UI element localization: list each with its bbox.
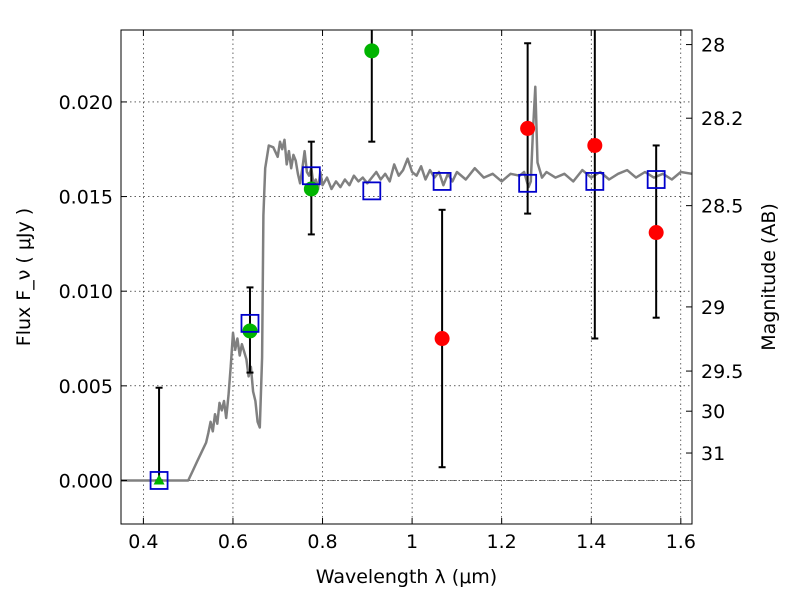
tick-layer: 0.4 0.6 0.8 1 1.2 1.4 1.6 0.000 0.005 0.010 0.015 0… — [59, 30, 743, 553]
data-point-circle — [303, 181, 319, 197]
data-point-circle — [364, 43, 380, 59]
x-tick-label: 1.4 — [576, 531, 606, 553]
synthetic-flux-square — [518, 173, 538, 193]
synthetic-flux-square — [432, 172, 452, 191]
label-layer: Wavelength λ (μm) Flux F_ν ( μJy ) Magnitu… — [13, 203, 780, 588]
x-tick-label: 0.8 — [307, 531, 337, 553]
y-axis-label: Flux F_ν ( μJy ) — [13, 208, 35, 346]
data-point-triangle — [153, 474, 165, 485]
x-tick-label: 0.4 — [128, 531, 158, 553]
data-point-circle — [242, 323, 258, 339]
right-tick-label: 28.2 — [701, 108, 743, 130]
x-tick-label: 0.6 — [218, 531, 248, 553]
synthetic-flux-square — [585, 172, 605, 191]
synthetic-flux-square — [240, 313, 260, 333]
x-tick-label: 1.2 — [487, 531, 517, 553]
grid-layer — [121, 30, 692, 524]
right-tick-label: 29 — [701, 297, 725, 319]
plot-frame — [120, 29, 693, 525]
synthetic-flux-square — [362, 181, 382, 201]
right-tick-label: 31 — [701, 443, 725, 465]
right-tick-label: 28 — [701, 35, 725, 57]
data-point-circle — [434, 331, 450, 347]
data-point-circle — [520, 120, 536, 136]
right-axis-label: Magnitude (AB) — [758, 203, 780, 351]
data-point-circle — [648, 225, 664, 241]
y-tick-label: 0.005 — [59, 376, 113, 398]
y-tick-label: 0.015 — [59, 187, 113, 209]
model-spectrum-line — [121, 85, 693, 482]
x-tick-label: 1 — [406, 531, 418, 553]
synthetic-flux-square — [301, 166, 321, 186]
marker-layer — [149, 43, 666, 490]
x-tick-label: 1.6 — [666, 531, 696, 553]
right-tick-label: 29.5 — [701, 361, 743, 383]
data-point-circle — [587, 137, 603, 153]
synthetic-flux-square — [646, 170, 666, 189]
y-tick-label: 0.020 — [59, 92, 113, 114]
right-tick-label: 30 — [701, 401, 725, 423]
right-tick-label: 28.5 — [701, 196, 743, 218]
y-tick-label: 0.010 — [59, 281, 113, 303]
x-axis-label: Wavelength λ (μm) — [316, 566, 497, 588]
model-spectrum-layer — [121, 85, 693, 482]
synthetic-flux-square — [149, 471, 169, 490]
y-tick-label: 0.000 — [59, 470, 113, 492]
